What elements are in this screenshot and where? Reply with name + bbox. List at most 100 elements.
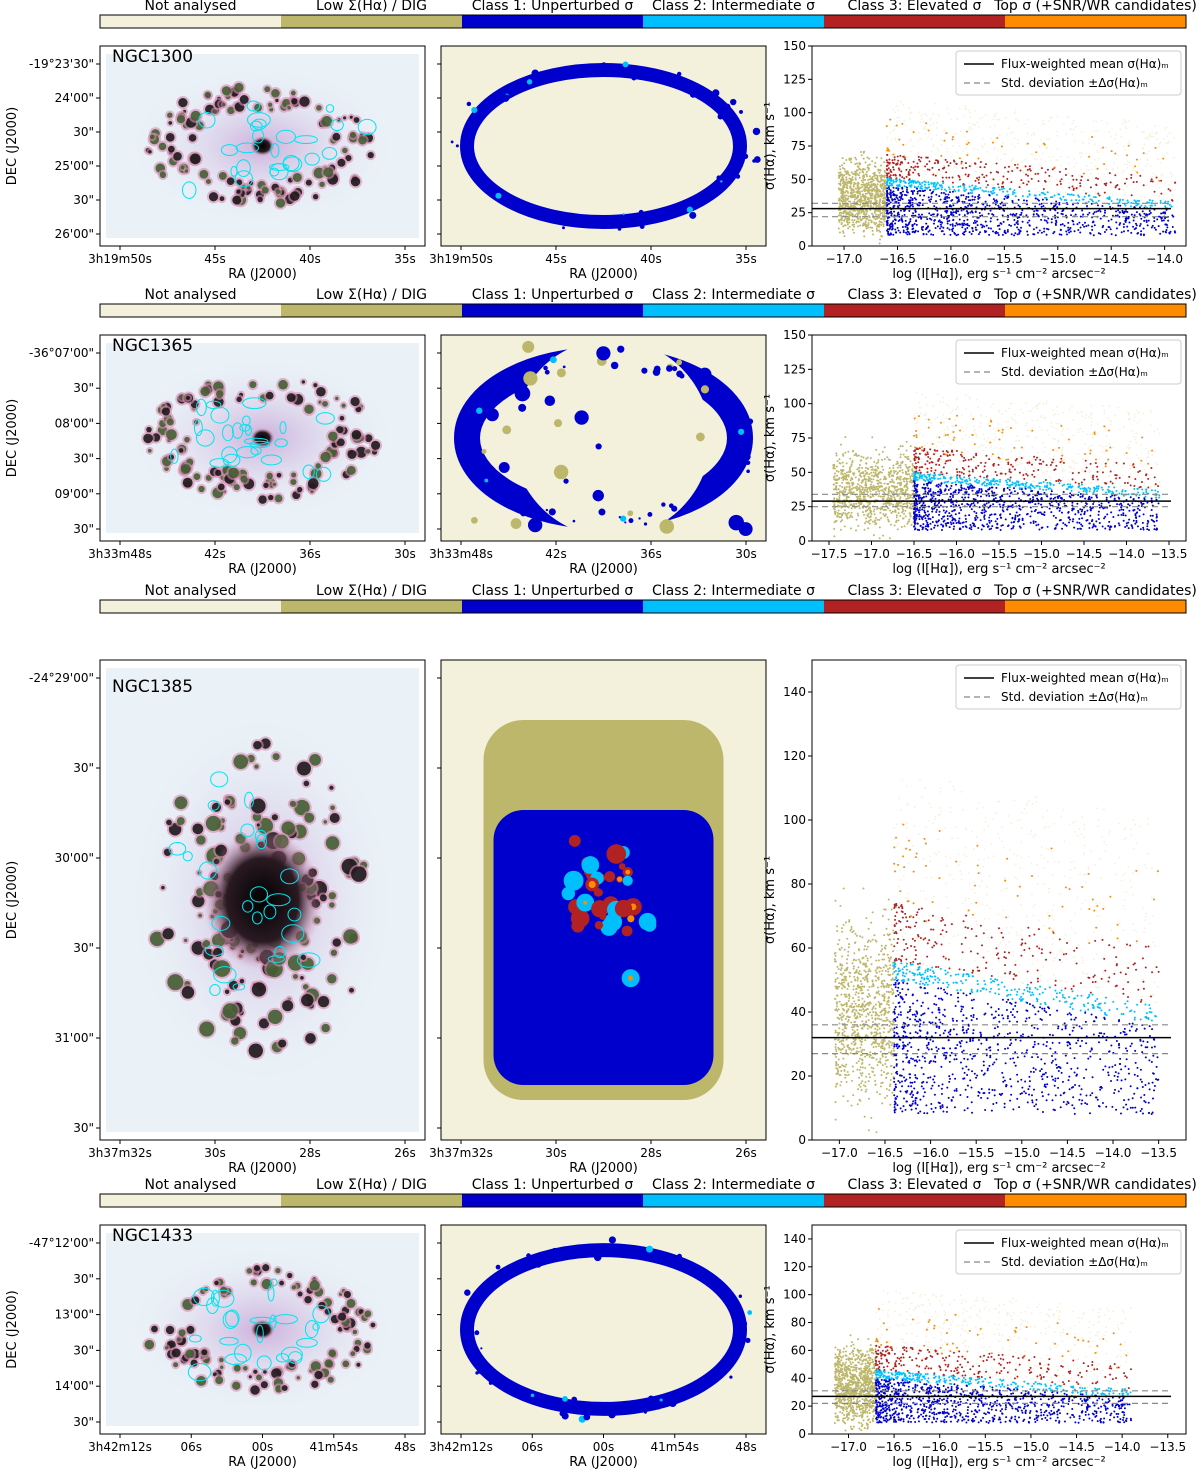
point-dig	[892, 469, 895, 472]
point-dig	[880, 164, 883, 167]
point-class1	[922, 225, 925, 228]
point-class1	[1018, 205, 1021, 208]
point-class1	[930, 233, 933, 236]
hii-region	[346, 465, 356, 475]
point-class1	[952, 227, 955, 230]
hii-region	[278, 379, 288, 390]
dec-tick-label: 30"	[73, 381, 94, 395]
point-class1	[1115, 221, 1118, 224]
point-not-analysed	[1146, 136, 1149, 139]
point-dig	[842, 465, 845, 468]
point-dig	[888, 467, 891, 470]
point-class2	[1026, 195, 1029, 198]
point-top-sigma	[927, 129, 930, 132]
point-dig	[848, 174, 851, 177]
point-not-analysed	[996, 427, 999, 430]
point-class1	[1141, 210, 1144, 213]
point-class1	[1017, 204, 1020, 207]
point-class1	[913, 189, 916, 192]
point-class1	[887, 232, 890, 235]
point-dig	[843, 219, 846, 222]
point-not-analysed	[918, 111, 921, 114]
point-dig	[887, 473, 890, 476]
point-dig	[845, 504, 848, 507]
map-region	[742, 153, 749, 160]
point-not-analysed	[999, 158, 1002, 161]
point-not-analysed	[1156, 157, 1159, 160]
point-class3	[926, 168, 929, 171]
point-class3	[1011, 169, 1014, 172]
point-not-analysed	[1067, 172, 1070, 175]
point-dig	[884, 171, 887, 174]
point-not-analysed	[1095, 480, 1098, 483]
map-region	[620, 515, 627, 522]
point-class1	[909, 220, 912, 223]
point-class3	[1058, 170, 1061, 173]
point-class3	[951, 181, 954, 184]
point-class2	[1121, 198, 1124, 201]
point-not-analysed	[1004, 474, 1007, 477]
map-region	[545, 508, 549, 512]
point-not-analysed	[982, 146, 985, 149]
map-ra-tick-label: 35s	[735, 252, 757, 266]
point-class3	[1103, 191, 1106, 194]
point-class2	[890, 179, 893, 182]
point-class1	[929, 200, 932, 203]
point-dig	[908, 502, 911, 505]
point-class1	[1018, 232, 1021, 235]
point-class1	[1059, 229, 1062, 232]
point-not-analysed	[1080, 427, 1083, 430]
point-class1	[1001, 233, 1004, 236]
point-class3	[1087, 179, 1090, 182]
point-not-analysed	[1034, 467, 1037, 470]
point-top-sigma	[1136, 171, 1139, 174]
point-class1	[901, 193, 904, 196]
point-dig	[857, 174, 860, 177]
point-class2	[917, 185, 920, 188]
point-not-analysed	[1144, 485, 1147, 488]
point-not-analysed	[1051, 409, 1054, 411]
point-not-analysed	[1075, 162, 1078, 165]
point-class3	[885, 164, 888, 167]
point-dig	[836, 482, 839, 485]
point-class1	[1120, 231, 1123, 234]
point-dig	[842, 212, 845, 215]
point-dig	[851, 192, 854, 195]
point-dig	[867, 223, 870, 226]
point-dig	[864, 481, 867, 484]
point-class1	[971, 230, 974, 233]
hii-region	[180, 165, 185, 170]
point-not-analysed	[1166, 152, 1168, 155]
point-class3	[955, 163, 958, 166]
point-class2	[1083, 195, 1086, 198]
point-not-analysed	[1104, 451, 1107, 454]
x-tick-label: −17.0	[826, 252, 863, 266]
point-not-analysed	[937, 149, 940, 152]
point-class1	[1067, 226, 1070, 229]
point-class1	[1040, 205, 1043, 208]
point-dig	[845, 514, 848, 517]
point-class2	[1148, 199, 1151, 202]
point-dig	[842, 203, 845, 206]
point-not-analysed	[949, 412, 952, 414]
point-class2	[924, 183, 927, 186]
point-not-analysed	[1061, 452, 1064, 455]
point-not-analysed	[915, 391, 918, 394]
point-dig	[848, 466, 851, 469]
point-class1	[1148, 212, 1151, 215]
map-region	[676, 370, 683, 378]
point-not-analysed	[1088, 169, 1090, 171]
point-class3	[1125, 177, 1128, 180]
point-class2	[1038, 193, 1041, 196]
point-not-analysed	[1133, 419, 1135, 422]
point-not-analysed	[1083, 186, 1085, 189]
point-class1	[897, 199, 900, 202]
point-class2	[1070, 193, 1073, 196]
point-dig	[858, 171, 861, 174]
point-not-analysed	[1073, 479, 1076, 482]
point-class1	[1145, 219, 1148, 222]
point-not-analysed	[1139, 158, 1142, 161]
point-not-analysed	[1045, 184, 1048, 187]
point-class1	[921, 204, 924, 207]
legend-label-4: Class 2: Intermediate σ	[652, 287, 815, 303]
